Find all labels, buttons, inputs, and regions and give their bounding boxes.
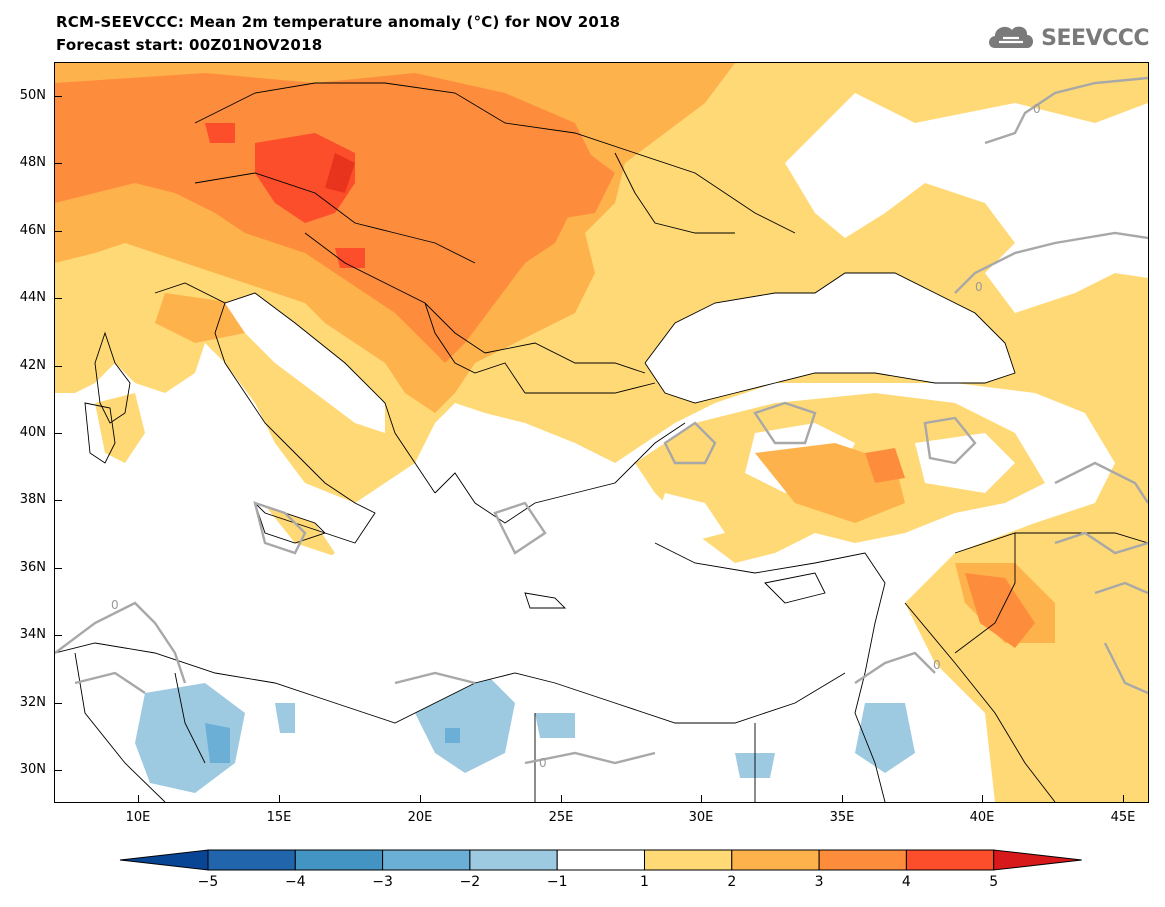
lon-tick-label: 40E: [969, 810, 995, 825]
lon-tick: [279, 795, 280, 802]
colorbar-segment: [294, 849, 384, 871]
lon-tick-label: 10E: [125, 810, 151, 825]
contour-label: 0: [111, 598, 119, 612]
lat-tick: [55, 500, 62, 501]
lat-tick: [55, 433, 62, 434]
colorbar-label: 1: [640, 874, 649, 890]
seevccc-logo: SEEVCCC: [985, 20, 1149, 56]
lon-tick: [1123, 795, 1124, 802]
lat-tick-label: 48N: [19, 155, 46, 170]
colorbar-low-extend: [119, 849, 209, 871]
map-plot-area: 0 0 0 0 0: [54, 62, 1149, 803]
lat-tick: [55, 703, 62, 704]
lat-tick: [55, 635, 62, 636]
anomaly-3-4: [55, 73, 595, 363]
logo-text: SEEVCCC: [1041, 25, 1149, 51]
colorbar-label: −4: [284, 874, 306, 890]
lat-tick: [55, 568, 62, 569]
lon-tick: [842, 795, 843, 802]
black-sea: [645, 273, 1015, 403]
colorbar-segment: [731, 849, 820, 871]
lon-tick: [701, 795, 702, 802]
map-title: RCM-SEEVCCC: Mean 2m temperature anomaly…: [56, 13, 621, 31]
colorbar-label: −3: [372, 874, 393, 890]
lon-tick: [420, 795, 421, 802]
colorbar-label: −5: [197, 874, 219, 890]
lon-tick-label: 20E: [407, 810, 433, 825]
lon-tick-label: 35E: [829, 810, 855, 825]
colorbar-segment: [818, 849, 907, 871]
lat-tick-label: 46N: [19, 223, 46, 238]
lat-tick-label: 42N: [19, 358, 46, 373]
colorbar-label: 3: [814, 874, 824, 890]
lat-tick-label: 32N: [19, 695, 46, 710]
lat-tick: [55, 231, 62, 232]
lat-tick: [55, 163, 62, 164]
lon-tick: [982, 795, 983, 802]
lat-tick-label: 40N: [19, 425, 46, 440]
coastlines: [55, 82, 1148, 802]
lat-tick: [55, 96, 62, 97]
lon-tick: [561, 795, 562, 802]
lat-tick: [55, 298, 62, 299]
colorbar-label: 4: [901, 874, 911, 890]
contour-label: 0: [933, 658, 941, 672]
colorbar-label: 5: [989, 874, 999, 890]
colorbar: [118, 848, 1088, 876]
lat-tick-label: 34N: [19, 627, 46, 642]
lat-tick-label: 44N: [19, 290, 46, 305]
colorbar-segment: [556, 849, 646, 871]
anomaly-4-5: [255, 133, 355, 223]
cloud-icon: [985, 20, 1037, 56]
lon-tick-label: 15E: [266, 810, 292, 825]
temperature-anomaly-map: 0 0 0 0 0: [55, 63, 1148, 802]
lat-tick: [55, 366, 62, 367]
zero-contours: [55, 76, 1148, 765]
lat-tick-label: 50N: [19, 88, 46, 103]
forecast-start: Forecast start: 00Z01NOV2018: [56, 36, 323, 54]
colorbar-label: 2: [727, 874, 737, 890]
contour-label: 0: [1033, 102, 1041, 116]
lon-tick: [138, 795, 139, 802]
lat-tick: [55, 770, 62, 771]
colorbar-label: −1: [546, 874, 568, 890]
contour-label: 0: [539, 756, 547, 770]
colorbar-high-extend: [993, 849, 1082, 871]
lon-tick-label: 45E: [1110, 810, 1136, 825]
anomaly-neg-1-2: [135, 683, 245, 793]
colorbar-segment: [905, 849, 995, 871]
colorbar-segment: [382, 849, 471, 871]
lat-tick-label: 30N: [19, 762, 46, 777]
contour-label: 0: [975, 280, 983, 294]
colorbar-segment: [644, 849, 733, 871]
colorbar-graphic: [119, 849, 1082, 871]
colorbar-label: −2: [459, 874, 481, 890]
lon-tick-label: 25E: [548, 810, 574, 825]
lat-tick-label: 38N: [19, 492, 46, 507]
contour-labels: 0 0 0 0 0: [111, 102, 1041, 770]
colorbar-segment: [207, 849, 296, 871]
colorbar-segment: [469, 849, 558, 871]
lon-tick-label: 30E: [688, 810, 714, 825]
lat-tick-label: 36N: [19, 560, 46, 575]
adriatic-sea: [225, 293, 385, 433]
